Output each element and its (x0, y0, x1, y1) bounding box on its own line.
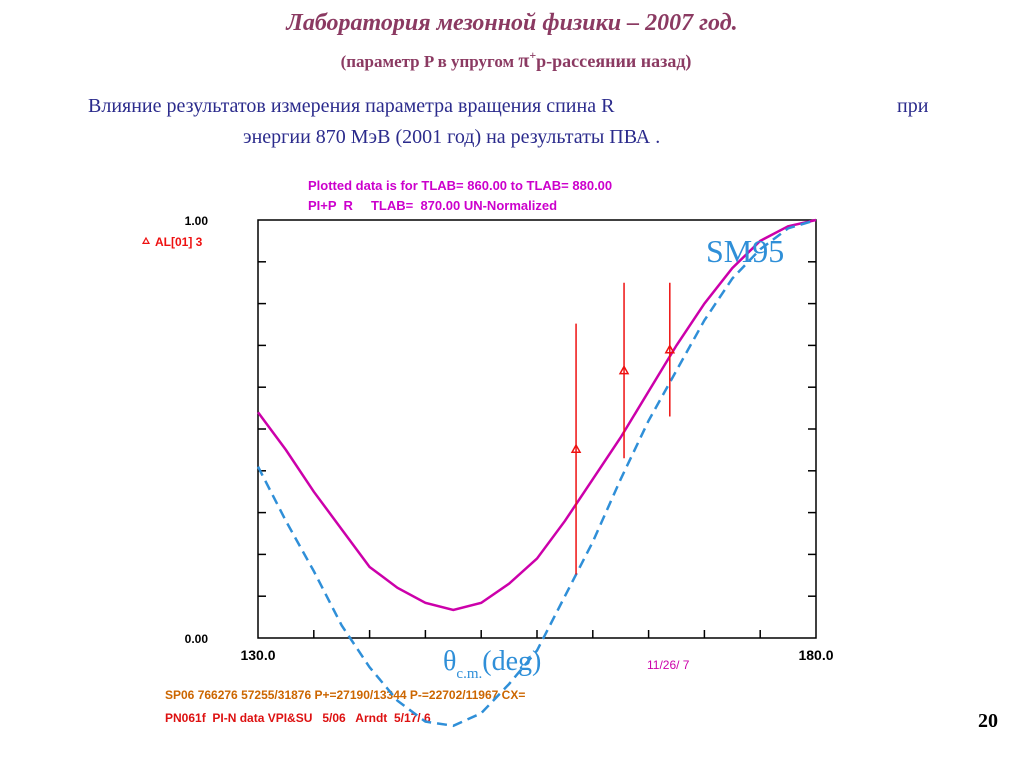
legend-label: SM95 (706, 233, 784, 269)
chart-footer: SP06 766276 57255/31876 P+=27190/13344 P… (165, 688, 525, 702)
chart-footer: PN061f PI-N data VPI&SU 5/06 Arndt 5/17/… (165, 711, 431, 725)
x-axis-label-part: (deg) (482, 646, 541, 677)
x-axis-label: θc.m.(deg) (443, 646, 541, 682)
y-tick-label: 0.00 (185, 632, 209, 646)
subtitle-part: π (518, 50, 529, 72)
subtitle-part: p-рассеянии назад) (536, 51, 691, 72)
subtitle-part: (параметр P в упругом (341, 52, 519, 71)
x-tick-label: 180.0 (798, 647, 833, 663)
line-series (256, 218, 817, 728)
slide-subtitle: (параметр P в упругом π+p-рассеянии наза… (341, 48, 692, 72)
x-axis-label-part: θ (443, 646, 456, 677)
line-series (256, 218, 817, 612)
data-point (664, 344, 676, 354)
body-text: энергии 870 МэВ (2001 год) на результаты… (243, 126, 660, 148)
slide-title: Лаборатория мезонной физики – 2007 год. (285, 10, 737, 36)
legend-label: AL[01] 3 (155, 235, 203, 249)
data-point (570, 443, 582, 454)
plot-frame (257, 219, 817, 639)
chart-date: 11/26/ 7 (647, 658, 690, 672)
x-tick-label: 130.0 (240, 647, 275, 663)
body-text: Влияние результатов измерения параметра … (88, 95, 615, 117)
data-point (618, 364, 630, 375)
chart-annotation: Plotted data is for TLAB= 860.00 to TLAB… (308, 178, 612, 193)
y-tick-label: 1.00 (185, 214, 209, 228)
chart-annotation: PI+P R TLAB= 870.00 UN-Normalized (308, 198, 557, 213)
page-number: 20 (978, 710, 998, 732)
body-text: при (897, 95, 929, 117)
subtitle-part: + (529, 48, 536, 62)
x-axis-label-part: c.m. (456, 666, 482, 682)
legend-marker (141, 236, 151, 244)
